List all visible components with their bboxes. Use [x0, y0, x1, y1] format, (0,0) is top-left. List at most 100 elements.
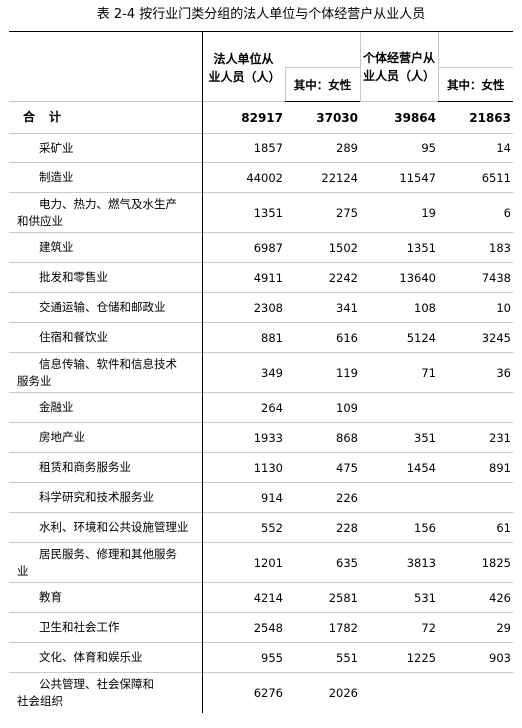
cell-legal: 6276 — [202, 672, 285, 713]
cell-individual: 1225 — [360, 642, 438, 673]
header-legal-unit: 法人单位从业人员（人） — [202, 31, 285, 102]
cell-individual: 156 — [360, 512, 438, 543]
cell-individual-female: 183 — [438, 232, 513, 263]
cell-legal: 955 — [202, 642, 285, 673]
cell-individual: 5124 — [360, 322, 438, 353]
total-legal-female: 37030 — [285, 101, 360, 134]
cell-individual: 11547 — [360, 162, 438, 193]
cell-individual-female: 14 — [438, 133, 513, 163]
cell-legal-female: 341 — [285, 292, 360, 323]
table-row: 电力、热力、燃气及水生产 和供应业 1351 275 19 6 — [9, 192, 513, 233]
cell-individual-female: 29 — [438, 612, 513, 643]
table-row: 卫生和社会工作 2548 1782 72 29 — [9, 612, 513, 643]
cell-individual-female: 3245 — [438, 322, 513, 353]
table-row: 文化、体育和娱乐业 955 551 1225 903 — [9, 642, 513, 673]
row-label: 水利、环境和公共设施管理业 — [9, 512, 203, 543]
row-label-line1: 居民服务、修理和其他服务 — [39, 546, 177, 561]
cell-legal: 1857 — [202, 133, 285, 163]
row-label-line2: 社会组织 — [17, 693, 63, 708]
cell-individual-female: 10 — [438, 292, 513, 323]
row-label: 公共管理、社会保障和 社会组织 — [9, 672, 203, 713]
cell-individual-female — [438, 482, 513, 513]
cell-individual-female: 231 — [438, 422, 513, 453]
row-label: 租赁和商务服务业 — [9, 452, 203, 483]
table-row: 采矿业 1857 289 95 14 — [9, 133, 513, 163]
cell-legal: 349 — [202, 352, 285, 393]
cell-individual-female — [438, 392, 513, 423]
table-row: 房地产业 1933 868 351 231 — [9, 422, 513, 453]
row-label: 交通运输、仓储和邮政业 — [9, 292, 203, 323]
cell-legal: 914 — [202, 482, 285, 513]
row-label: 采矿业 — [9, 133, 203, 163]
cell-individual-female: 61 — [438, 512, 513, 543]
cell-legal-female: 1782 — [285, 612, 360, 643]
cell-individual-female: 6 — [438, 192, 513, 233]
cell-individual — [360, 392, 438, 423]
cell-individual-female: 36 — [438, 352, 513, 393]
table-row: 金融业 264 109 — [9, 392, 513, 423]
cell-legal-female: 868 — [285, 422, 360, 453]
cell-individual: 351 — [360, 422, 438, 453]
total-legal: 82917 — [202, 101, 285, 134]
row-label: 科学研究和技术服务业 — [9, 482, 203, 513]
cell-legal: 552 — [202, 512, 285, 543]
row-label: 房地产业 — [9, 422, 203, 453]
table-row: 居民服务、修理和其他服务业 1201 635 3813 1825 — [9, 542, 513, 583]
row-label: 卫生和社会工作 — [9, 612, 203, 643]
total-individual-female: 21863 — [438, 101, 513, 134]
table-row: 制造业 44002 22124 11547 6511 — [9, 162, 513, 193]
cell-legal: 1130 — [202, 452, 285, 483]
header-corner — [9, 31, 203, 102]
cell-individual: 1351 — [360, 232, 438, 263]
cell-individual: 1454 — [360, 452, 438, 483]
table-row: 教育 4214 2581 531 426 — [9, 582, 513, 613]
cell-legal: 4911 — [202, 262, 285, 293]
cell-legal-female: 2242 — [285, 262, 360, 293]
cell-legal-female: 2026 — [285, 672, 360, 713]
total-row: 合计 82917 37030 39864 21863 — [9, 101, 513, 134]
cell-individual: 19 — [360, 192, 438, 233]
row-label: 建筑业 — [9, 232, 203, 263]
table-row: 水利、环境和公共设施管理业 552 228 156 61 — [9, 512, 513, 543]
cell-individual-female: 7438 — [438, 262, 513, 293]
total-label: 合计 — [9, 101, 203, 134]
cell-legal-female: 616 — [285, 322, 360, 353]
cell-legal-female: 2581 — [285, 582, 360, 613]
cell-legal-female: 228 — [285, 512, 360, 543]
cell-legal: 1933 — [202, 422, 285, 453]
row-label: 制造业 — [9, 162, 203, 193]
row-label: 文化、体育和娱乐业 — [9, 642, 203, 673]
cell-individual: 71 — [360, 352, 438, 393]
row-label-line2: 服务业 — [17, 373, 52, 388]
table-row: 交通运输、仓储和邮政业 2308 341 108 10 — [9, 292, 513, 323]
cell-individual — [360, 482, 438, 513]
header-legal-unit-text: 法人单位从业人员（人） — [208, 51, 281, 84]
header-individual: 个体经营户从业人员（人） — [359, 31, 438, 102]
cell-individual-female: 1825 — [438, 542, 513, 583]
header-individual-text: 个体经营户从业人员（人） — [362, 50, 435, 83]
cell-legal: 2548 — [202, 612, 285, 643]
cell-legal-female: 226 — [285, 482, 360, 513]
table-row: 科学研究和技术服务业 914 226 — [9, 482, 513, 513]
cell-legal: 1201 — [202, 542, 285, 583]
row-label: 批发和零售业 — [9, 262, 203, 293]
table-title: 表 2-4 按行业门类分组的法人单位与个体经营户从业人员 — [96, 7, 426, 22]
cell-legal: 4214 — [202, 582, 285, 613]
cell-individual: 531 — [360, 582, 438, 613]
cell-individual-female: 426 — [438, 582, 513, 613]
cell-legal-female: 475 — [285, 452, 360, 483]
cell-individual: 108 — [360, 292, 438, 323]
row-label-line1: 信息传输、软件和信息技术 — [39, 356, 177, 371]
cell-legal-female: 275 — [285, 192, 360, 233]
table-row: 建筑业 6987 1502 1351 183 — [9, 232, 513, 263]
total-individual: 39864 — [360, 101, 438, 134]
table-row: 租赁和商务服务业 1130 475 1454 891 — [9, 452, 513, 483]
header-individual-female: 其中：女性 — [437, 67, 513, 102]
cell-legal-female: 1502 — [285, 232, 360, 263]
row-label: 住宿和餐饮业 — [9, 322, 203, 353]
row-label: 金融业 — [9, 392, 203, 423]
cell-individual: 95 — [360, 133, 438, 163]
cell-legal: 1351 — [202, 192, 285, 233]
row-label-line2: 业 — [17, 563, 29, 578]
cell-individual: 72 — [360, 612, 438, 643]
